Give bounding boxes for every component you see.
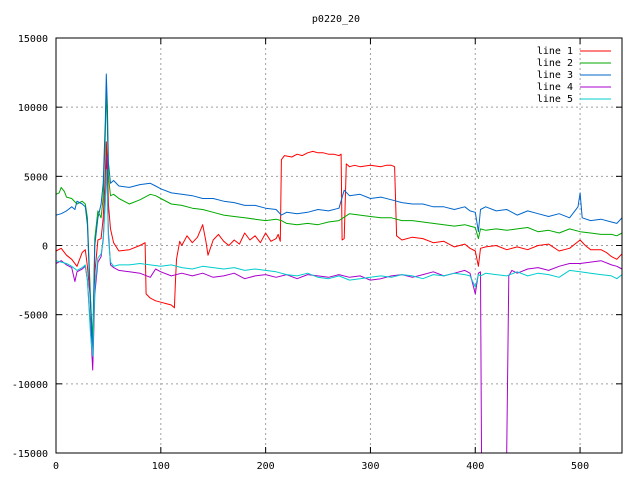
x-tick-label: 500 [571,461,589,472]
x-tick-label: 400 [466,461,484,472]
y-tick-label: -5000 [18,311,48,322]
y-tick-label: 0 [42,242,48,253]
x-tick-label: 200 [257,461,275,472]
chart-title: p0220_20 [312,14,360,25]
series-lines [56,73,622,453]
x-tick-label: 100 [152,461,170,472]
series-line-5 [56,168,622,357]
x-tick-label: 300 [361,461,379,472]
y-tick-label: 10000 [18,103,48,114]
axes: -15000 -10000 -5000 0 5000 10000 15000 0 100 200 3… [12,34,622,472]
series-line-4 [56,155,622,453]
y-tick-label: 5000 [24,172,48,183]
legend-label-2: line 2 [537,58,573,69]
y-tick-label: -15000 [12,449,48,460]
y-tick-label: -10000 [12,380,48,391]
legend-label-1: line 1 [537,46,573,57]
series-line-1 [56,141,622,364]
grid-lines [56,38,622,453]
series-line-3 [56,73,622,357]
legend-label-4: line 4 [537,82,573,93]
legend-label-5: line 5 [537,94,573,105]
legend-label-3: line 3 [537,70,573,81]
x-tick-label: 0 [53,461,59,472]
series-line-2 [56,85,622,343]
plot-frame [55,37,623,454]
y-tick-label: 15000 [18,34,48,45]
